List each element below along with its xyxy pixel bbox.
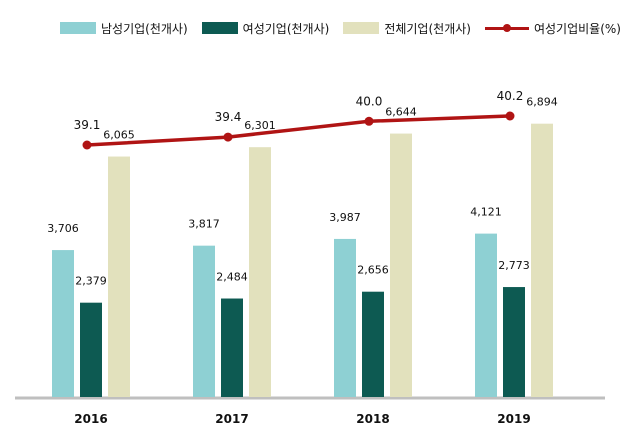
ratio-label-2017: 39.4 [215,110,242,124]
bar-label-2-2017: 6,301 [244,119,276,132]
ratio-point-2016 [82,140,92,150]
bar-1-2018 [362,291,384,397]
ratio-point-2019 [505,111,515,121]
legend: 남성기업(천개사) 여성기업(천개사) 전체기업(천개사) 여성기업비율(%) [60,16,620,40]
bar-0-2017 [193,245,215,397]
legend-item-male: 남성기업(천개사) [60,20,188,37]
legend-item-ratio: 여성기업비율(%) [484,20,620,37]
legend-item-female: 여성기업(천개사) [201,20,330,37]
bar-label-1-2018: 2,656 [357,264,389,277]
bar-label-0-2016: 3,706 [47,222,79,235]
bar-0-2016 [52,250,74,397]
bar-label-0-2019: 4,121 [470,206,502,219]
legend-item-total: 전체기업(천개사) [343,20,471,37]
x-tick-label-2019: 2019 [497,412,530,426]
x-tick-label-2016: 2016 [74,412,107,426]
ratio-label-2019: 40.2 [497,89,524,103]
ratio-line [86,114,511,147]
bar-0-2019 [475,233,497,397]
bar-label-1-2017: 2,484 [216,271,248,284]
legend-swatch-female [201,22,238,34]
x-tick-label-2018: 2018 [356,412,389,426]
bar-2-2017 [249,147,271,397]
bar-label-0-2017: 3,817 [188,218,220,231]
ratio-point-2017 [223,132,233,142]
bar-2-2016 [108,156,130,397]
legend-swatch-ratio [484,22,529,34]
bar-label-2-2018: 6,644 [385,106,417,119]
bar-label-1-2019: 2,773 [498,259,530,272]
ratio-point-2018 [364,116,374,126]
legend-label-total: 전체기업(천개사) [384,21,471,36]
x-tick-label-2017: 2017 [215,412,248,426]
ratio-label-2018: 40.0 [356,94,383,108]
legend-label-female: 여성기업(천개사) [242,21,330,36]
ratio-label-2016: 39.1 [74,118,101,132]
bar-1-2019 [503,287,525,397]
legend-label-ratio: 여성기업비율(%) [533,21,620,36]
legend-swatch-male [60,22,96,34]
bar-label-2-2016: 6,065 [103,129,135,142]
legend-label-male: 남성기업(천개사) [101,21,188,36]
bar-1-2016 [80,302,102,397]
bar-2-2019 [531,123,553,397]
bar-label-2-2019: 6,894 [526,96,558,109]
bar-label-0-2018: 3,987 [329,211,361,224]
bar-2-2018 [390,133,412,397]
bar-label-1-2016: 2,379 [75,275,107,288]
legend-swatch-total [343,22,380,34]
bar-0-2018 [334,238,356,397]
bar-1-2017 [221,298,243,397]
